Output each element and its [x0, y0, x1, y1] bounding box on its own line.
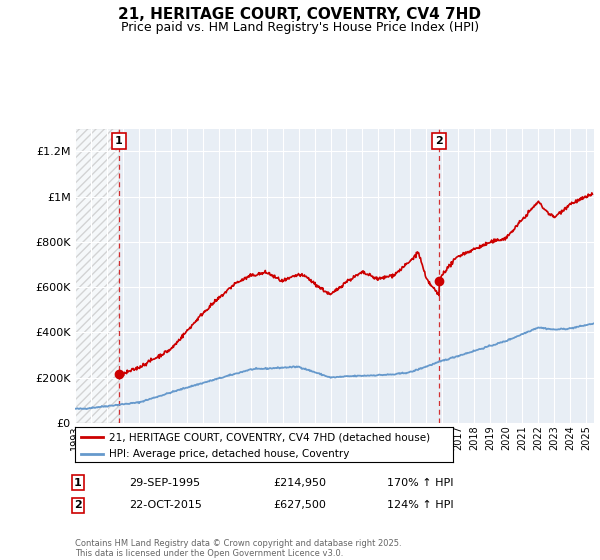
Text: HPI: Average price, detached house, Coventry: HPI: Average price, detached house, Cove…	[109, 449, 349, 459]
Text: Contains HM Land Registry data © Crown copyright and database right 2025.
This d: Contains HM Land Registry data © Crown c…	[75, 539, 401, 558]
Text: 170% ↑ HPI: 170% ↑ HPI	[387, 478, 454, 488]
Text: 21, HERITAGE COURT, COVENTRY, CV4 7HD: 21, HERITAGE COURT, COVENTRY, CV4 7HD	[119, 7, 482, 22]
Text: 22-OCT-2015: 22-OCT-2015	[129, 500, 202, 510]
Text: 2: 2	[435, 136, 443, 146]
Text: 1: 1	[115, 136, 123, 146]
Text: Price paid vs. HM Land Registry's House Price Index (HPI): Price paid vs. HM Land Registry's House …	[121, 21, 479, 34]
Text: £214,950: £214,950	[273, 478, 326, 488]
Text: 21, HERITAGE COURT, COVENTRY, CV4 7HD (detached house): 21, HERITAGE COURT, COVENTRY, CV4 7HD (d…	[109, 432, 430, 442]
Text: 29-SEP-1995: 29-SEP-1995	[129, 478, 200, 488]
Text: 1: 1	[74, 478, 82, 488]
Text: 2: 2	[74, 500, 82, 510]
Text: £627,500: £627,500	[273, 500, 326, 510]
Text: 124% ↑ HPI: 124% ↑ HPI	[387, 500, 454, 510]
